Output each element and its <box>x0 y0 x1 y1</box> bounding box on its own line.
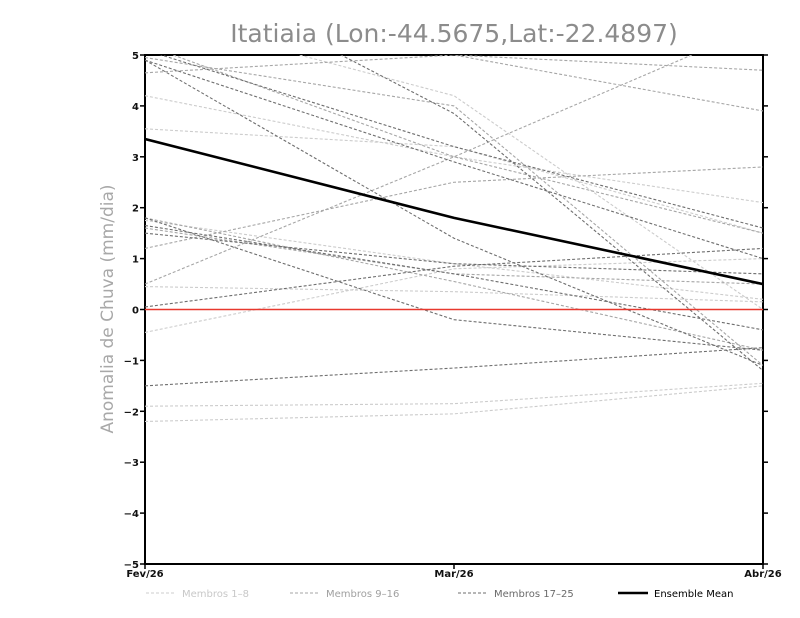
member-line <box>145 232 763 275</box>
member-line <box>145 217 763 351</box>
member-lines <box>145 55 763 423</box>
legend-label: Membros 1–8 <box>182 589 249 600</box>
member-line <box>297 55 763 310</box>
ensemble-mean-line <box>145 137 763 286</box>
x-tick-label: Mar/26 <box>434 569 473 580</box>
y-tick-label: 4 <box>132 102 139 113</box>
y-tick-label: −2 <box>124 407 139 418</box>
y-tick-label: 0 <box>132 306 139 317</box>
y-tick-label: 5 <box>132 51 139 62</box>
legend: Membros 1–8 Membros 9–16 Membros 17–25 Ense… <box>146 589 733 600</box>
chart-title: Itatiaia (Lon:-44.5675,Lat:-22.4897) <box>230 19 678 48</box>
member-line <box>145 55 763 74</box>
member-line <box>145 382 763 407</box>
member-line <box>145 347 763 387</box>
member-line <box>145 57 763 366</box>
member-line <box>145 258 763 333</box>
legend-label: Membros 9–16 <box>326 589 399 600</box>
member-line <box>145 385 763 423</box>
member-line <box>145 55 694 285</box>
member-line <box>339 55 763 372</box>
y-tick-label: −3 <box>124 458 139 469</box>
y-tick-label: −4 <box>124 509 139 520</box>
y-tick-label: 2 <box>132 204 139 215</box>
legend-label: Membros 17–25 <box>494 589 574 600</box>
x-tick-label: Fev/26 <box>126 569 163 580</box>
y-tick-label: 3 <box>132 153 139 164</box>
y-tick-label: −1 <box>124 356 139 367</box>
member-line <box>145 227 763 285</box>
member-line <box>159 55 763 229</box>
legend-label: Ensemble Mean <box>654 589 733 600</box>
member-line <box>145 247 763 308</box>
y-tick-label: 1 <box>132 255 139 266</box>
member-line <box>145 95 763 204</box>
mean-line-layer <box>145 137 763 286</box>
member-line <box>145 59 763 366</box>
y-axis-label: Anomalia de Chuva (mm/dia) <box>98 184 118 433</box>
member-line <box>450 55 763 112</box>
y-tick-label: −5 <box>124 560 139 571</box>
x-tick-label: Abr/26 <box>744 569 781 580</box>
member-line <box>145 217 763 351</box>
member-line <box>145 59 763 260</box>
member-line <box>171 55 763 234</box>
member-line <box>145 286 763 303</box>
member-line <box>145 166 763 249</box>
member-line <box>145 224 763 331</box>
